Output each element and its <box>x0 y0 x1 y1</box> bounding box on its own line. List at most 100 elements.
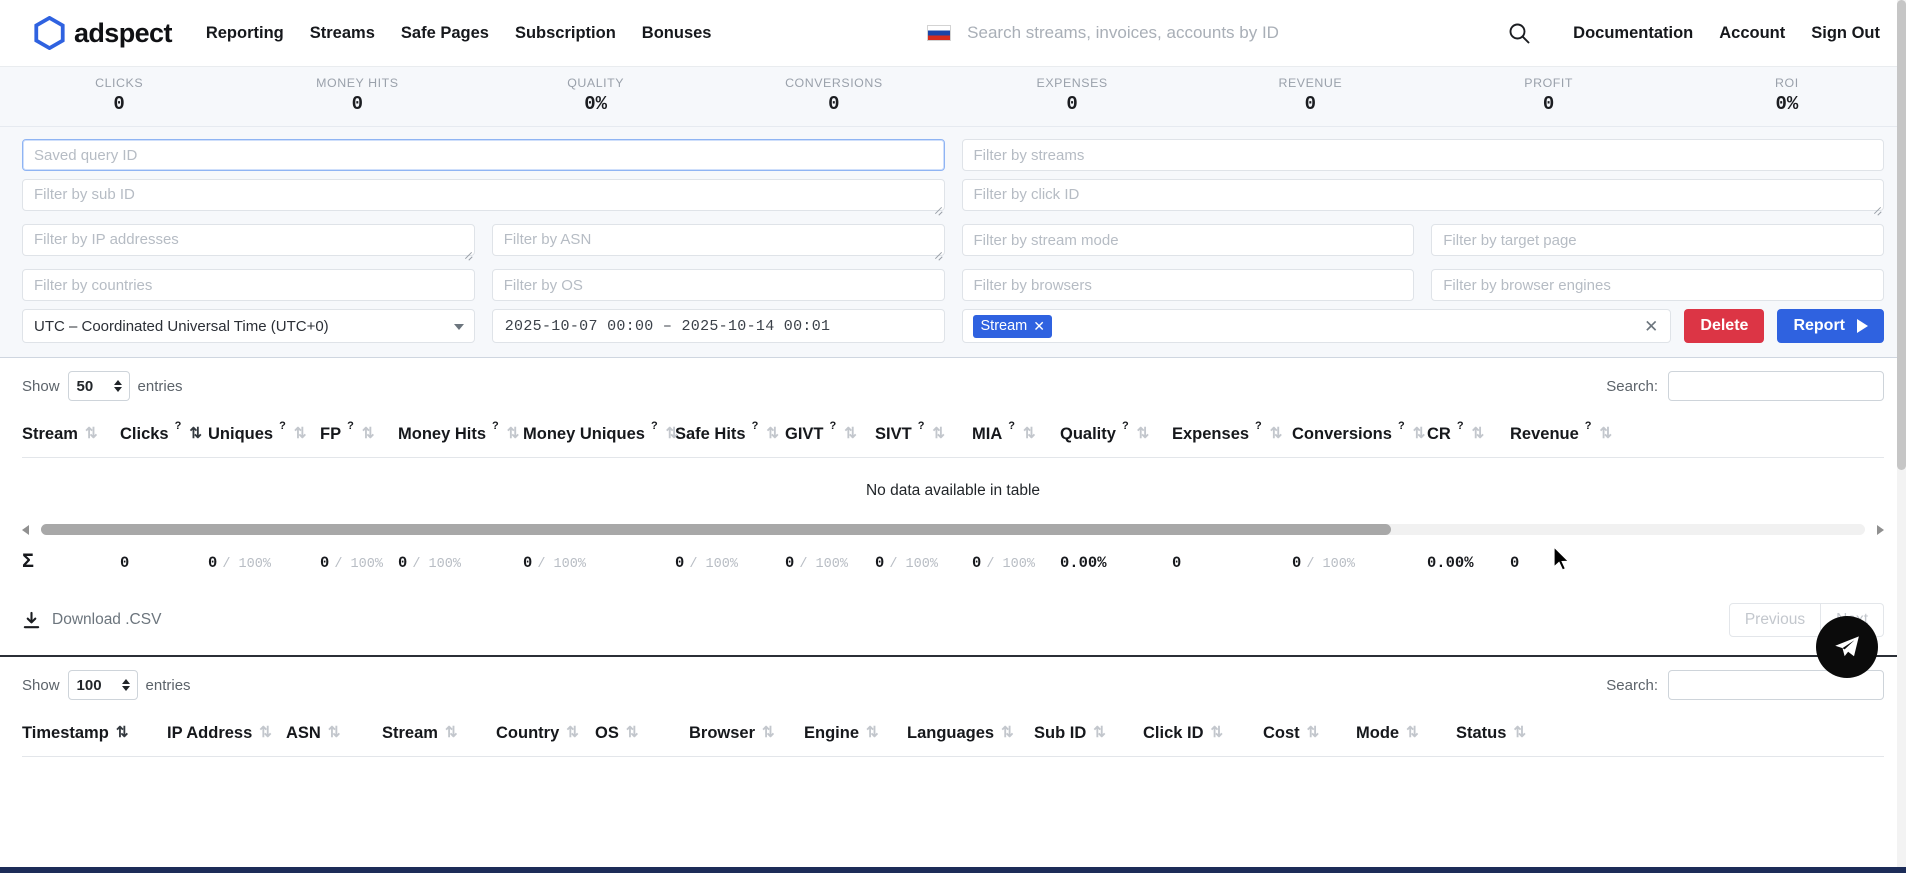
help-icon[interactable]: ? <box>1121 420 1129 432</box>
report-column-conversions[interactable]: Conversions? ⇅ <box>1292 420 1427 444</box>
filter-browser-engines-input[interactable] <box>1431 269 1884 301</box>
filter-ip-addresses-textarea[interactable] <box>22 224 475 256</box>
sort-arrows-icon[interactable]: ⇅ <box>259 724 272 741</box>
page-scrollbar-thumb[interactable] <box>1897 0 1906 470</box>
nav-link-account[interactable]: Account <box>1719 23 1786 42</box>
log-column-stream[interactable]: Stream ⇅ <box>382 724 496 743</box>
filter-countries-input[interactable] <box>22 269 475 301</box>
timezone-select-wrap[interactable]: UTC – Coordinated Universal Time (UTC+0) <box>22 309 475 343</box>
report-column-cr[interactable]: CR? ⇅ <box>1427 420 1510 444</box>
log-column-cost[interactable]: Cost ⇅ <box>1263 724 1356 743</box>
sort-arrows-icon[interactable]: ⇅ <box>1093 724 1106 741</box>
report-column-money-uniques[interactable]: Money Uniques? ⇅ <box>523 420 678 444</box>
telegram-support-button[interactable] <box>1816 616 1878 678</box>
sort-arrows-icon[interactable]: ⇅ <box>665 425 679 442</box>
log-column-click-id[interactable]: Click ID ⇅ <box>1143 724 1263 743</box>
report-horizontal-scroll[interactable] <box>0 522 1906 537</box>
nav-link-sign-out[interactable]: Sign Out <box>1811 23 1880 42</box>
sort-arrows-icon[interactable]: ⇅ <box>444 724 458 741</box>
nav-link-streams[interactable]: Streams <box>309 23 375 42</box>
report-page-length-select[interactable]: 50 <box>67 371 130 401</box>
filter-os-input[interactable] <box>491 269 945 301</box>
log-column-asn[interactable]: ASN ⇅ <box>286 724 382 743</box>
grouping-tag-input[interactable]: Stream ✕ ✕ <box>961 309 1672 343</box>
log-column-mode[interactable]: Mode ⇅ <box>1356 724 1456 743</box>
sort-arrows-icon[interactable]: ⇅ <box>844 425 857 442</box>
grouping-tag-stream[interactable]: Stream ✕ <box>972 314 1052 338</box>
help-icon[interactable]: ? <box>347 420 354 432</box>
report-button[interactable]: Report <box>1777 309 1884 343</box>
sort-arrows-icon[interactable]: ⇅ <box>1471 425 1485 442</box>
saved-query-id-input[interactable] <box>22 139 945 171</box>
sort-arrows-icon[interactable]: ⇅ <box>327 724 341 741</box>
sort-arrows-icon[interactable]: ⇅ <box>1022 425 1036 442</box>
date-range-input[interactable]: 2025-10-07 00:00 – 2025-10-14 00:01 <box>491 309 945 343</box>
sort-arrows-icon[interactable]: ⇅ <box>189 425 202 442</box>
brand-logo-link[interactable]: adspect <box>34 16 172 50</box>
download-csv-button[interactable]: Download .CSV <box>22 611 161 630</box>
close-icon[interactable]: ✕ <box>1033 317 1045 334</box>
sort-arrows-icon[interactable]: ⇅ <box>866 724 879 741</box>
filter-browsers-input[interactable] <box>961 269 1415 301</box>
sort-arrows-icon[interactable]: ⇅ <box>1412 425 1426 442</box>
log-page-length-select[interactable]: 100 <box>67 670 138 700</box>
report-column-givt[interactable]: GIVT? ⇅ <box>785 420 875 444</box>
sort-arrows-icon[interactable]: ⇅ <box>1513 724 1527 741</box>
help-icon[interactable]: ? <box>1255 420 1262 432</box>
search-icon[interactable] <box>1507 21 1531 45</box>
sort-arrows-icon[interactable]: ⇅ <box>1001 724 1014 741</box>
sort-arrows-icon[interactable]: ⇅ <box>766 425 779 442</box>
scroll-right-icon[interactable] <box>1877 524 1884 535</box>
report-column-mia[interactable]: MIA? ⇅ <box>972 420 1060 444</box>
page-vertical-scrollbar[interactable] <box>1897 0 1906 873</box>
help-icon[interactable]: ? <box>174 420 182 432</box>
nav-link-bonuses[interactable]: Bonuses <box>641 23 712 42</box>
help-icon[interactable]: ? <box>1456 420 1464 432</box>
nav-link-safe-pages[interactable]: Safe Pages <box>400 23 489 42</box>
scrollbar-thumb[interactable] <box>41 524 1391 535</box>
log-column-country[interactable]: Country ⇅ <box>496 724 595 743</box>
sort-arrows-icon[interactable]: ⇅ <box>1136 425 1150 442</box>
help-icon[interactable]: ? <box>917 420 925 432</box>
help-icon[interactable]: ? <box>1008 420 1015 432</box>
help-icon[interactable]: ? <box>279 420 286 432</box>
report-search-input[interactable] <box>1668 371 1884 401</box>
scrollbar-track[interactable] <box>41 524 1865 535</box>
help-icon[interactable]: ? <box>1584 420 1592 432</box>
nav-link-documentation[interactable]: Documentation <box>1573 23 1694 42</box>
date-range-wrap[interactable]: 2025-10-07 00:00 – 2025-10-14 00:01 <box>491 309 945 343</box>
sort-arrows-icon[interactable]: ⇅ <box>932 425 945 442</box>
log-column-sub-id[interactable]: Sub ID ⇅ <box>1034 724 1143 743</box>
sort-arrows-icon[interactable]: ⇅ <box>1306 724 1320 741</box>
sort-arrows-icon[interactable]: ⇅ <box>762 724 775 741</box>
report-column-sivt[interactable]: SIVT? ⇅ <box>875 420 972 444</box>
report-column-fp[interactable]: FP? ⇅ <box>320 420 398 444</box>
report-column-revenue[interactable]: Revenue? ⇅ <box>1510 420 1620 444</box>
search-input[interactable] <box>965 22 1486 44</box>
help-icon[interactable]: ? <box>492 420 499 432</box>
log-column-engine[interactable]: Engine ⇅ <box>804 724 907 743</box>
help-icon[interactable]: ? <box>829 420 837 432</box>
filter-click-id-textarea[interactable] <box>961 179 1884 211</box>
sort-arrows-icon[interactable]: ⇅ <box>625 724 639 741</box>
sort-arrows-icon[interactable]: ⇅ <box>84 425 98 442</box>
log-column-os[interactable]: OS ⇅ <box>595 724 689 743</box>
delete-button[interactable]: Delete <box>1684 309 1765 343</box>
sort-arrows-icon[interactable]: ⇅ <box>1210 724 1224 741</box>
russian-flag-icon[interactable] <box>927 25 952 41</box>
timezone-select[interactable]: UTC – Coordinated Universal Time (UTC+0) <box>22 309 475 343</box>
report-column-quality[interactable]: Quality? ⇅ <box>1060 420 1172 444</box>
report-column-uniques[interactable]: Uniques? ⇅ <box>208 420 320 444</box>
report-column-safe-hits[interactable]: Safe Hits? ⇅ <box>675 420 785 444</box>
log-column-languages[interactable]: Languages ⇅ <box>907 724 1034 743</box>
report-column-money-hits[interactable]: Money Hits? ⇅ <box>398 420 523 444</box>
sort-arrows-icon[interactable]: ⇅ <box>1406 724 1419 741</box>
report-column-clicks[interactable]: Clicks? ⇅ <box>120 420 208 444</box>
filter-sub-id-textarea[interactable] <box>22 179 945 211</box>
nav-link-reporting[interactable]: Reporting <box>205 23 284 42</box>
clear-icon[interactable]: ✕ <box>1644 316 1659 336</box>
log-column-status[interactable]: Status ⇅ <box>1456 724 1566 743</box>
sort-arrows-icon[interactable]: ⇅ <box>115 724 129 741</box>
help-icon[interactable]: ? <box>650 420 658 432</box>
sort-arrows-icon[interactable]: ⇅ <box>361 425 375 442</box>
